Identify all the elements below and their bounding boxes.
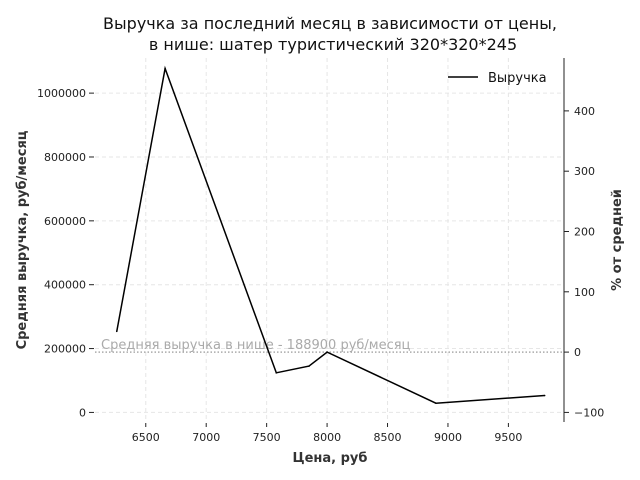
x-tick-label: 9000 (434, 431, 462, 444)
x-tick-label: 8500 (374, 431, 402, 444)
y-axis-ticks: 0 200000 400000 600000 800000 1000000 (37, 87, 94, 419)
y-tick-label: 1000000 (37, 87, 86, 100)
right-tick-label: −100 (574, 406, 604, 419)
series-points (115, 67, 546, 404)
reference-line-label: Средняя выручка в нише - 188900 руб/меся… (101, 338, 411, 353)
y-tick-label: 0 (79, 406, 86, 419)
legend: Выручка (448, 71, 547, 86)
right-axis-ticks: −100 0 100 200 300 400 (564, 105, 604, 419)
series-point (115, 330, 118, 333)
right-tick-label: 0 (574, 346, 581, 359)
x-tick-label: 6500 (132, 431, 160, 444)
legend-label: Выручка (488, 71, 547, 86)
y-tick-label: 800000 (44, 151, 86, 164)
x-tick-label: 7000 (192, 431, 220, 444)
chart-title-line-1: Выручка за последний месяц в зависимости… (103, 14, 557, 33)
series-point (326, 351, 328, 353)
x-axis-label: Цена, руб (293, 451, 368, 466)
grid (95, 58, 564, 422)
x-tick-label: 9500 (494, 431, 522, 444)
right-axis-label: % от средней (610, 189, 625, 291)
series-point (308, 365, 310, 367)
series-point (543, 394, 546, 397)
series-point (435, 402, 437, 404)
x-tick-label: 7500 (253, 431, 281, 444)
series-point (164, 67, 166, 70)
series-point (275, 372, 278, 374)
right-tick-label: 100 (574, 286, 595, 299)
y-tick-label: 200000 (44, 343, 86, 356)
y-tick-label: 600000 (44, 215, 86, 228)
y-axis-label: Средняя выручка, руб/месяц (15, 130, 30, 349)
x-tick-label: 8000 (313, 431, 341, 444)
right-tick-label: 300 (574, 165, 595, 178)
right-tick-label: 400 (574, 105, 595, 118)
right-tick-label: 200 (574, 225, 595, 238)
y-tick-label: 400000 (44, 279, 86, 292)
x-axis-ticks: 6500 7000 7500 8000 8500 9000 9500 (132, 423, 522, 444)
chart-title-line-2: в нише: шатер туристический 320*320*245 (149, 35, 517, 54)
